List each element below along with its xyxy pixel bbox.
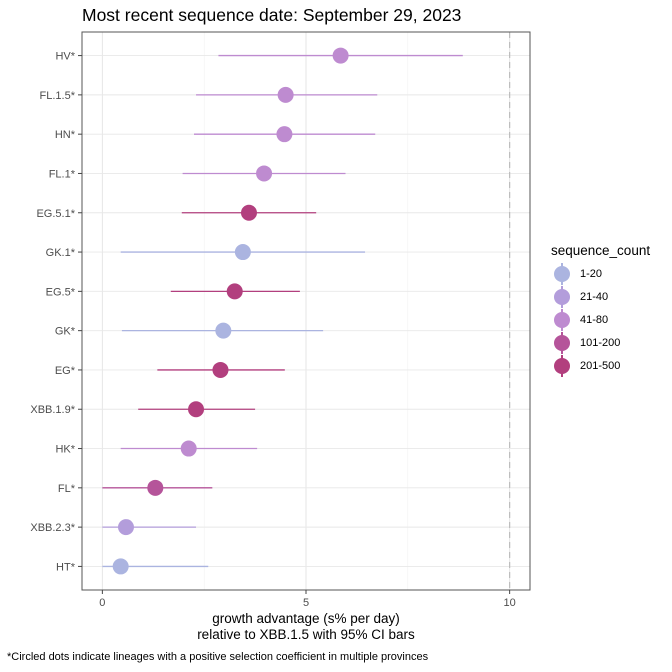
y-tick-label: XBB.1.9* <box>30 404 75 416</box>
x-tick-label: 0 <box>99 597 105 609</box>
y-tick-label: FL* <box>58 483 76 495</box>
legend-label: 1-20 <box>580 267 603 280</box>
data-point <box>240 204 257 221</box>
y-tick-label: XBB.2.3* <box>30 522 75 534</box>
data-point <box>332 47 349 64</box>
legend-item: 101-200 <box>551 331 650 354</box>
data-point <box>276 126 293 143</box>
data-point <box>188 401 205 418</box>
legend-key <box>551 354 573 377</box>
y-tick-label: FL.1.5* <box>40 90 76 102</box>
x-tick-label: 10 <box>504 597 516 609</box>
data-point <box>147 479 164 496</box>
y-tick-label: HV* <box>55 51 75 63</box>
legend-items: 1-20 21-40 41-80 101-200 201-500 <box>551 262 650 377</box>
data-point <box>180 440 197 457</box>
y-tick-label: GK.1* <box>46 247 76 259</box>
chart-title: Most recent sequence date: September 29,… <box>82 5 462 25</box>
legend-item: 21-40 <box>551 285 650 308</box>
y-tick-label: EG* <box>55 365 76 377</box>
y-tick-label: FL.1* <box>49 168 76 180</box>
legend: sequence_count 1-20 21-40 41-80 101-200 201-… <box>551 243 650 377</box>
legend-key <box>551 285 573 308</box>
legend-label: 201-500 <box>580 359 621 372</box>
data-point <box>215 322 232 339</box>
data-point <box>234 244 251 261</box>
y-tick-label: HN* <box>55 129 76 141</box>
data-point <box>117 519 134 536</box>
data-point <box>212 361 229 378</box>
y-tick-label: HT* <box>56 561 76 573</box>
data-point <box>256 165 273 182</box>
data-point <box>112 558 129 575</box>
legend-item: 201-500 <box>551 354 650 377</box>
legend-label: 21-40 <box>580 290 609 303</box>
legend-key <box>551 308 573 331</box>
legend-label: 41-80 <box>580 313 609 326</box>
caption: *Circled dots indicate lineages with a p… <box>7 651 429 663</box>
x-axis-label-line1: growth advantage (s% per day) <box>212 611 400 626</box>
y-tick-label: HK* <box>55 444 75 456</box>
legend-label: 101-200 <box>580 336 621 349</box>
legend-item: 1-20 <box>551 262 650 285</box>
y-tick-label: EG.5* <box>46 286 76 298</box>
legend-item: 41-80 <box>551 308 650 331</box>
y-tick-label: GK* <box>55 326 76 338</box>
legend-key <box>551 262 573 285</box>
y-tick-label: EG.5.1* <box>36 208 75 220</box>
data-point <box>277 86 294 103</box>
data-point <box>226 283 243 300</box>
legend-key <box>551 331 573 354</box>
legend-title: sequence_count <box>551 243 651 258</box>
x-tick-label: 5 <box>303 597 309 609</box>
x-axis-label-line2: relative to XBB.1.5 with 95% CI bars <box>197 627 415 642</box>
